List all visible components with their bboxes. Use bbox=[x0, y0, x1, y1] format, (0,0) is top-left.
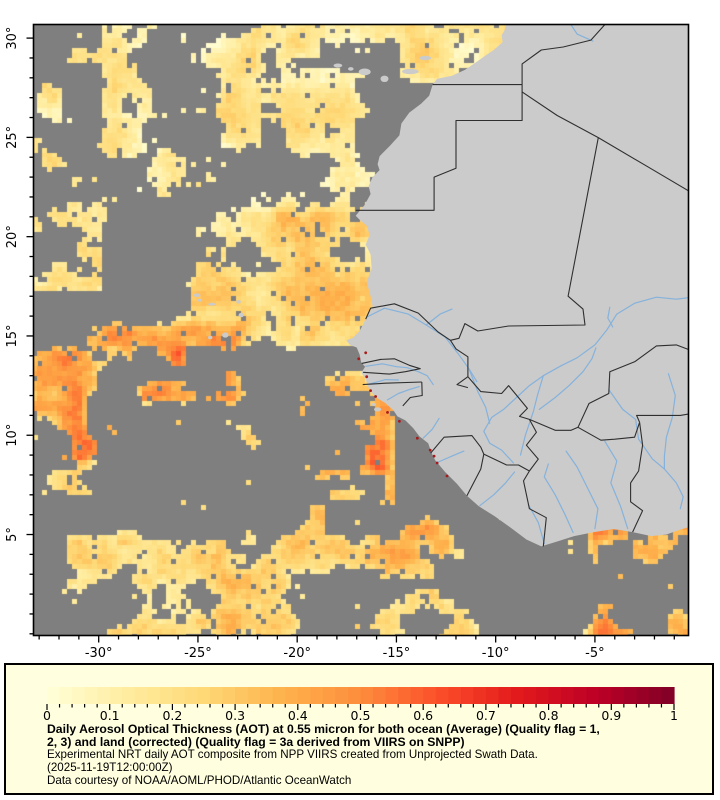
colorbar-tick-label: 0.6 bbox=[413, 708, 433, 721]
legend-timestamp: (2025-11-19T12:00:00Z) bbox=[47, 760, 173, 774]
legend-subtitle: Experimental NRT daily AOT composite fro… bbox=[47, 748, 538, 761]
map-frame bbox=[32, 23, 690, 637]
islands bbox=[193, 55, 432, 412]
legend-title-line1: Daily Aerosol Optical Thickness (AOT) at… bbox=[47, 722, 600, 736]
rivers bbox=[365, 24, 689, 545]
legend-panel: 0 0.1 0.2 0.3 0.4 0.5 0.6 0.7 0.8 0.9 1 Daily Aero… bbox=[4, 663, 714, 795]
country-borders bbox=[355, 24, 689, 547]
colorbar: 0 0.1 0.2 0.3 0.4 0.5 0.6 0.7 0.8 0.9 1 bbox=[43, 687, 678, 721]
legend-captions: Daily Aerosol Optical Thickness (AOT) at… bbox=[47, 723, 712, 787]
x-tick-label: -15° bbox=[383, 646, 411, 661]
colorbar-tick-label: 0.4 bbox=[288, 708, 308, 721]
y-tick-label: 20° bbox=[5, 225, 20, 248]
legend-title-line2: 2, 3) and land (corrected) (Quality flag… bbox=[47, 735, 465, 749]
colorbar-tick-label: 0 bbox=[43, 708, 51, 721]
colorbar-tick-label: 0.1 bbox=[100, 708, 120, 721]
x-tick-label: -30° bbox=[85, 646, 113, 661]
y-tick-label: 10° bbox=[5, 424, 20, 447]
colorbar-tick-label: 0.3 bbox=[225, 708, 245, 721]
land-polygon bbox=[346, 24, 689, 547]
y-tick-label: 25° bbox=[5, 126, 20, 149]
x-tick-label: -20° bbox=[283, 646, 311, 661]
colorbar-tick-label: 1 bbox=[670, 708, 678, 721]
axis-labels: -30° -25° -20° -15° -10° -5° 30° 25° 20° 15° 10° 5° bbox=[5, 27, 605, 661]
geo-layers bbox=[193, 24, 689, 547]
y-tick-label: 30° bbox=[5, 27, 20, 50]
x-tick-label: -5° bbox=[585, 646, 604, 661]
legend-credit: Data courtesy of NOAA/AOML/PHOD/Atlantic… bbox=[47, 773, 352, 787]
y-tick-label: 15° bbox=[5, 324, 20, 347]
colorbar-tick-label: 0.9 bbox=[601, 708, 621, 721]
axis-ticks bbox=[26, 37, 675, 643]
y-tick-label: 5° bbox=[5, 527, 20, 542]
colorbar-tick-label: 0.2 bbox=[162, 708, 182, 721]
x-tick-label: -25° bbox=[184, 646, 212, 661]
colorbar-tick-label: 0.7 bbox=[476, 708, 496, 721]
colorbar-tick-label: 0.8 bbox=[539, 708, 559, 721]
map-overlay: -30° -25° -20° -15° -10° -5° 30° 25° 20° 15° 10° 5° bbox=[5, 23, 690, 661]
land-aot-points bbox=[357, 351, 449, 478]
colorbar-tick-label: 0.5 bbox=[351, 708, 371, 721]
x-tick-label: -10° bbox=[482, 646, 510, 661]
